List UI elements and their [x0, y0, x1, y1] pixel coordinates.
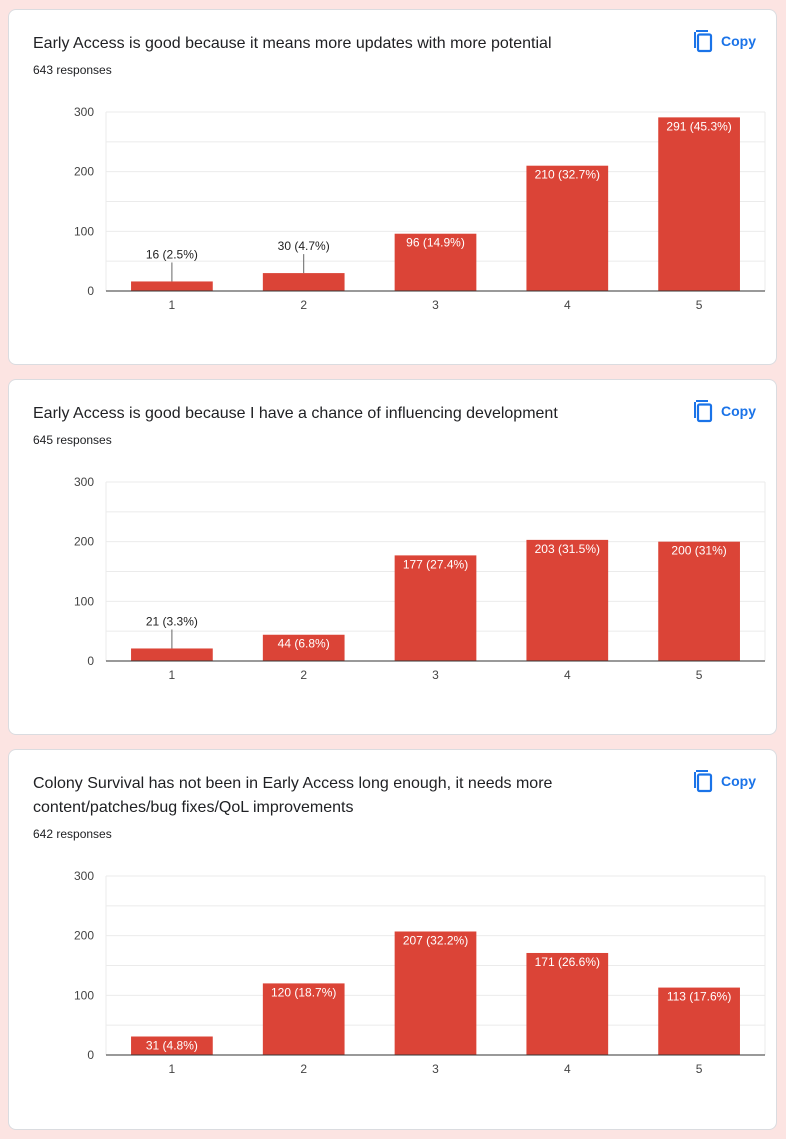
x-tick-label: 3 — [432, 298, 439, 312]
copy-icon — [691, 399, 713, 423]
y-tick-label: 200 — [74, 535, 94, 549]
question-card-3: Colony Survival has not been in Early Ac… — [8, 749, 777, 1130]
bar — [526, 952, 609, 1055]
bar-chart: 0 100 200 300 21 (3.3%) 1 44 (6.8%) 2 177 (27.4%… — [74, 475, 766, 682]
data-label: 16 (2.5%) — [146, 247, 198, 261]
bar — [526, 165, 609, 291]
x-tick-label: 4 — [564, 298, 571, 312]
x-tick-label: 2 — [300, 298, 307, 312]
copy-icon — [691, 29, 713, 53]
bar — [394, 233, 477, 291]
bar-chart: 0 100 200 300 31 (4.8%) 1 120 (18.7%) 2 207 (32.… — [74, 869, 766, 1076]
y-tick-label: 200 — [74, 165, 94, 179]
copy-icon — [691, 769, 713, 793]
data-label: 31 (4.8%) — [146, 1039, 198, 1053]
bar — [131, 1036, 213, 1055]
data-label: 21 (3.3%) — [146, 614, 198, 628]
question-title: Colony Survival has not been in Early Ac… — [33, 775, 553, 816]
data-label: 30 (4.7%) — [278, 239, 330, 253]
bar — [658, 117, 740, 292]
data-label: 113 (17.6%) — [667, 990, 731, 1004]
y-tick-label: 300 — [74, 475, 94, 489]
y-tick-label: 100 — [74, 224, 94, 238]
copy-chart-button[interactable]: Copy — [691, 768, 756, 794]
y-tick-label: 100 — [74, 988, 94, 1002]
x-tick-label: 4 — [564, 668, 571, 682]
x-tick-label: 5 — [696, 668, 703, 682]
copy-label: Copy — [721, 33, 756, 49]
y-tick-label: 300 — [74, 869, 94, 883]
copy-chart-button[interactable]: Copy — [691, 28, 756, 54]
y-tick-label: 0 — [87, 654, 94, 668]
data-label: 171 (26.6%) — [535, 955, 600, 969]
y-tick-label: 0 — [87, 1048, 94, 1062]
data-label: 203 (31.5%) — [535, 542, 600, 556]
x-tick-label: 1 — [169, 1062, 176, 1076]
data-label: 44 (6.8%) — [278, 637, 330, 651]
question-title: Early Access is good because I have a ch… — [33, 405, 558, 422]
question-title: Early Access is good because it means mo… — [33, 35, 552, 52]
response-count: 645 responses — [33, 433, 112, 447]
question-card-2: Early Access is good because I have a ch… — [8, 379, 777, 735]
y-tick-label: 300 — [74, 105, 94, 119]
x-tick-label: 3 — [432, 668, 439, 682]
data-label: 96 (14.9%) — [406, 236, 465, 250]
x-tick-label: 2 — [300, 1062, 307, 1076]
bar — [658, 987, 740, 1055]
copy-label: Copy — [721, 403, 756, 419]
x-tick-label: 2 — [300, 668, 307, 682]
bar — [658, 541, 740, 661]
copy-label: Copy — [721, 773, 756, 789]
bar — [262, 983, 345, 1055]
x-tick-label: 5 — [696, 298, 703, 312]
x-tick-label: 3 — [432, 1062, 439, 1076]
bar-chart: 0 100 200 300 16 (2.5%) 1 30 (4.7%) 2 96 (14.9%)… — [74, 105, 766, 312]
data-label: 210 (32.7%) — [535, 168, 600, 182]
x-tick-label: 4 — [564, 1062, 571, 1076]
bar — [262, 273, 345, 291]
bar — [526, 539, 609, 661]
question-card-1: Early Access is good because it means mo… — [8, 9, 777, 365]
bar — [394, 931, 477, 1055]
copy-chart-button[interactable]: Copy — [691, 398, 756, 424]
bar — [131, 281, 213, 291]
y-tick-label: 100 — [74, 594, 94, 608]
data-label: 207 (32.2%) — [403, 933, 468, 947]
y-tick-label: 0 — [87, 284, 94, 298]
data-label: 291 (45.3%) — [666, 119, 731, 133]
response-count: 642 responses — [33, 827, 112, 841]
bar — [394, 555, 477, 661]
x-tick-label: 5 — [696, 1062, 703, 1076]
x-tick-label: 1 — [169, 298, 176, 312]
data-label: 177 (27.4%) — [403, 557, 468, 571]
bar — [131, 648, 213, 661]
data-label: 200 (31%) — [671, 544, 726, 558]
y-tick-label: 200 — [74, 929, 94, 943]
data-label: 120 (18.7%) — [271, 985, 336, 999]
bar — [262, 634, 345, 661]
response-count: 643 responses — [33, 63, 112, 77]
x-tick-label: 1 — [169, 668, 176, 682]
